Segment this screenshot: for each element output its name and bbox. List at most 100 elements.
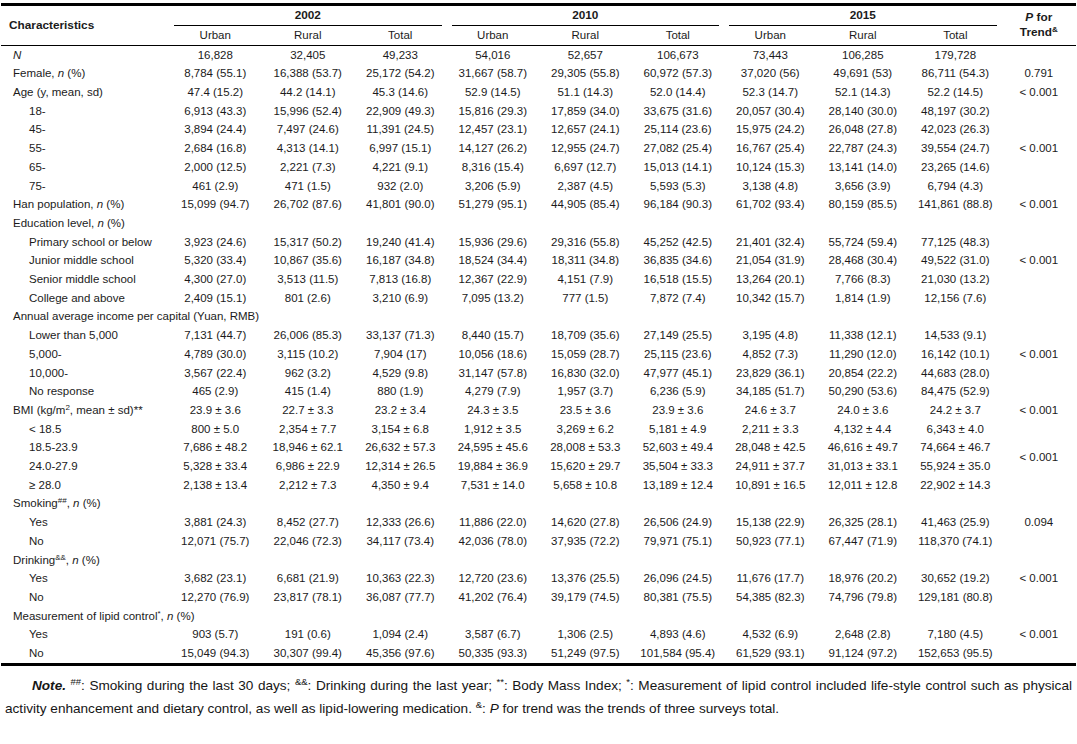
characteristics-table: Characteristics200220102015P forTrend&Ur…: [1, 3, 1076, 666]
row-label-text: No: [29, 591, 44, 603]
year-group-2015: 2015: [724, 5, 1002, 27]
data-cell: 118,370 (74.1): [909, 532, 1002, 551]
p-value: [1002, 476, 1077, 495]
data-cell: 16,830 (32.0): [539, 364, 632, 383]
data-cell: 8,440 (15.7): [447, 326, 540, 345]
data-cell: 48,197 (30.2): [909, 102, 1002, 121]
note-text: &&: [295, 676, 308, 687]
data-cell: 5,320 (33.4): [169, 251, 262, 270]
data-cell: 777 (1.5): [539, 289, 632, 308]
row-label-text: Yes: [29, 572, 48, 584]
row-label: Measurement of lipid control*, n (%): [1, 607, 1002, 626]
p-value: < 0.001: [1002, 195, 1077, 214]
data-cell: 31,013 ± 33.1: [817, 457, 910, 476]
data-cell: 415 (1.4): [262, 382, 355, 401]
data-cell: 18,311 (34.8): [539, 251, 632, 270]
row-label: Drinking&&, n (%): [1, 551, 1002, 570]
p-value: [1002, 214, 1077, 233]
row-label: 18.5-23.9: [1, 438, 169, 457]
row-label: Female, n (%): [1, 64, 169, 83]
row-label-text: 18-: [29, 105, 46, 117]
data-cell: 15,317 (50.2): [262, 233, 355, 252]
data-cell: 5,328 ± 33.4: [169, 457, 262, 476]
row-label-text: Yes: [29, 628, 48, 640]
data-cell: 465 (2.9): [169, 382, 262, 401]
row-label-text: Yes: [29, 516, 48, 528]
data-cell: 6,343 ± 4.0: [909, 420, 1002, 439]
table-row: Measurement of lipid control*, n (%): [1, 607, 1076, 626]
table-row: No15,049 (94.3)30,307 (99.4)45,356 (97.6…: [1, 644, 1076, 664]
data-cell: 41,463 (25.9): [909, 513, 1002, 532]
data-cell: 129,181 (80.8): [909, 588, 1002, 607]
data-cell: 16,187 (34.8): [354, 251, 447, 270]
data-cell: 2,684 (16.8): [169, 139, 262, 158]
table-row: No response465 (2.9)415 (1.4)880 (1.9)4,…: [1, 382, 1076, 401]
data-cell: 7,095 (13.2): [447, 289, 540, 308]
data-cell: 22,787 (24.3): [817, 139, 910, 158]
row-label: ≥ 28.0: [1, 476, 169, 495]
row-label-text: Smoking: [13, 497, 58, 509]
data-cell: 6,986 ± 22.9: [262, 457, 355, 476]
data-cell: 6,697 (12.7): [539, 158, 632, 177]
data-cell: 16,518 (15.5): [632, 270, 725, 289]
data-cell: 15,620 ± 29.7: [539, 457, 632, 476]
page: Characteristics200220102015P forTrend&Ur…: [0, 3, 1077, 720]
data-cell: 42,036 (78.0): [447, 532, 540, 551]
p-value: [1002, 45, 1077, 64]
p-header-line1: P for: [1002, 10, 1077, 25]
row-label-text: (%): [79, 554, 100, 566]
row-label: 10,000-: [1, 364, 169, 383]
data-cell: 37,935 (72.2): [539, 532, 632, 551]
data-cell: 3,923 (24.6): [169, 233, 262, 252]
data-cell: 13,376 (25.5): [539, 569, 632, 588]
row-label: N: [1, 45, 169, 64]
row-label-text: Drinking: [13, 554, 55, 566]
data-cell: 18,976 (20.2): [817, 569, 910, 588]
data-cell: 1,912 ± 3.5: [447, 420, 540, 439]
data-cell: 28,048 ± 42.5: [724, 438, 817, 457]
data-cell: 23.9 ± 3.6: [169, 401, 262, 420]
data-cell: 7,497 (24.6): [262, 120, 355, 139]
data-cell: 1,957 (3.7): [539, 382, 632, 401]
subheader-rural: Rural: [262, 26, 355, 45]
data-cell: 42,023 (26.3): [909, 120, 1002, 139]
table-row: 65-2,000 (12.5)2,221 (7.3)4,221 (9.1)8,3…: [1, 158, 1076, 177]
data-cell: 12,955 (24.7): [539, 139, 632, 158]
data-cell: 41,202 (76.4): [447, 588, 540, 607]
table-row: No12,071 (75.7)22,046 (72.3)34,117 (73.4…: [1, 532, 1076, 551]
data-cell: 52,657: [539, 45, 632, 64]
data-cell: 34,185 (51.7): [724, 382, 817, 401]
data-cell: 31,147 (57.8): [447, 364, 540, 383]
p-value: < 0.001: [1002, 401, 1077, 420]
data-cell: 12,314 ± 26.5: [354, 457, 447, 476]
data-cell: 51,249 (97.5): [539, 644, 632, 664]
row-label-text: Han population,: [13, 198, 97, 210]
table-row: Senior middle school4,300 (27.0)3,513 (1…: [1, 270, 1076, 289]
data-cell: 12,367 (22.9): [447, 270, 540, 289]
data-cell: 8,452 (27.7): [262, 513, 355, 532]
data-cell: 44.2 (14.1): [262, 83, 355, 102]
note-text: ##: [71, 676, 82, 687]
row-label-text: Primary school or below: [29, 236, 152, 248]
data-cell: 4,789 (30.0): [169, 345, 262, 364]
p-value: < 0.001: [1002, 83, 1077, 102]
year-group-2010: 2010: [447, 5, 725, 27]
data-cell: 7,766 (8.3): [817, 270, 910, 289]
data-cell: 12,657 (24.1): [539, 120, 632, 139]
data-cell: 45,252 (42.5): [632, 233, 725, 252]
data-cell: 11,391 (24.5): [354, 120, 447, 139]
p-value: 0.094: [1002, 513, 1077, 532]
p-value: [1002, 289, 1077, 308]
row-label-text: Senior middle school: [29, 273, 136, 285]
data-cell: 26,325 (28.1): [817, 513, 910, 532]
p-header-line2: Trend&: [1002, 25, 1077, 40]
data-cell: 29,305 (55.8): [539, 64, 632, 83]
data-cell: 91,124 (97.2): [817, 644, 910, 664]
row-label: < 18.5: [1, 420, 169, 439]
row-label: No response: [1, 382, 169, 401]
row-label: Yes: [1, 513, 169, 532]
row-label-text: Education level,: [13, 217, 97, 229]
data-cell: 22,902 ± 14.3: [909, 476, 1002, 495]
data-cell: 23,817 (78.1): [262, 588, 355, 607]
data-cell: 106,285: [817, 45, 910, 64]
